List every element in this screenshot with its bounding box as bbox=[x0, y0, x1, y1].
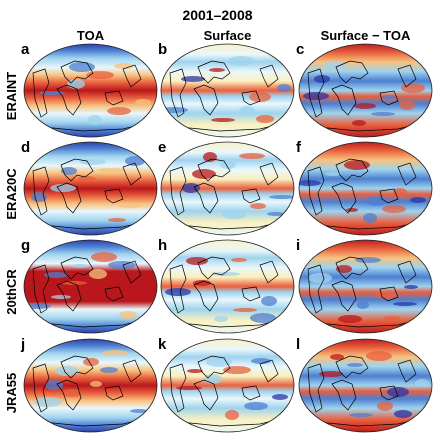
map-panel-h: h bbox=[158, 237, 295, 334]
panel-letter: c bbox=[296, 41, 305, 58]
panel-letter: h bbox=[158, 237, 168, 254]
mollweide-map bbox=[23, 239, 158, 334]
map-panel-i: i bbox=[296, 237, 433, 334]
panel-letter: k bbox=[158, 336, 167, 353]
map-panel-c: c bbox=[296, 41, 433, 138]
panel-letter: e bbox=[158, 139, 167, 156]
coastlines bbox=[32, 60, 142, 132]
mollweide-map bbox=[298, 338, 433, 433]
column-header-toa: TOA bbox=[76, 28, 105, 43]
panel-letter: g bbox=[21, 237, 31, 254]
row-label-eraint: ERAINT bbox=[4, 71, 19, 121]
column-header-surface-minus-toa: Surface − TOA bbox=[320, 28, 411, 43]
row-label-jra55: JRA55 bbox=[4, 372, 19, 414]
mollweide-map bbox=[298, 141, 433, 236]
map-panel-g: g bbox=[21, 237, 158, 334]
panel-letter: a bbox=[21, 41, 30, 58]
map-panel-j: j bbox=[21, 336, 158, 433]
map-panel-d: d bbox=[21, 139, 158, 236]
map-panel-a: a bbox=[21, 41, 158, 138]
map-panel-l: l bbox=[296, 336, 433, 433]
panel-letter: d bbox=[21, 139, 31, 156]
mollweide-map bbox=[298, 239, 433, 334]
row-label-20thcr: 20thCR bbox=[4, 269, 19, 315]
panel-letter: f bbox=[296, 139, 301, 156]
mollweide-map bbox=[23, 338, 158, 433]
map-panel-b: b bbox=[158, 41, 295, 138]
mollweide-map bbox=[160, 43, 295, 138]
coastlines bbox=[32, 355, 142, 427]
panel-letter: l bbox=[296, 336, 301, 353]
map-panel-e: e bbox=[158, 139, 295, 236]
column-header-surface: Surface bbox=[203, 28, 252, 43]
panel-letter: j bbox=[21, 336, 26, 353]
panel-letter: i bbox=[296, 237, 301, 254]
figure-title: 2001–2008 bbox=[182, 7, 253, 23]
mollweide-map bbox=[298, 43, 433, 138]
mollweide-map bbox=[160, 239, 295, 334]
map-panel-f: f bbox=[296, 139, 433, 236]
map-panel-k: k bbox=[158, 336, 295, 433]
coastlines bbox=[169, 158, 279, 230]
mollweide-map bbox=[23, 43, 158, 138]
mollweide-map bbox=[23, 141, 158, 236]
panel-letter: b bbox=[158, 41, 168, 58]
mollweide-map bbox=[160, 338, 295, 433]
mollweide-map bbox=[160, 141, 295, 236]
row-label-era20c: ERA20C bbox=[4, 168, 19, 220]
